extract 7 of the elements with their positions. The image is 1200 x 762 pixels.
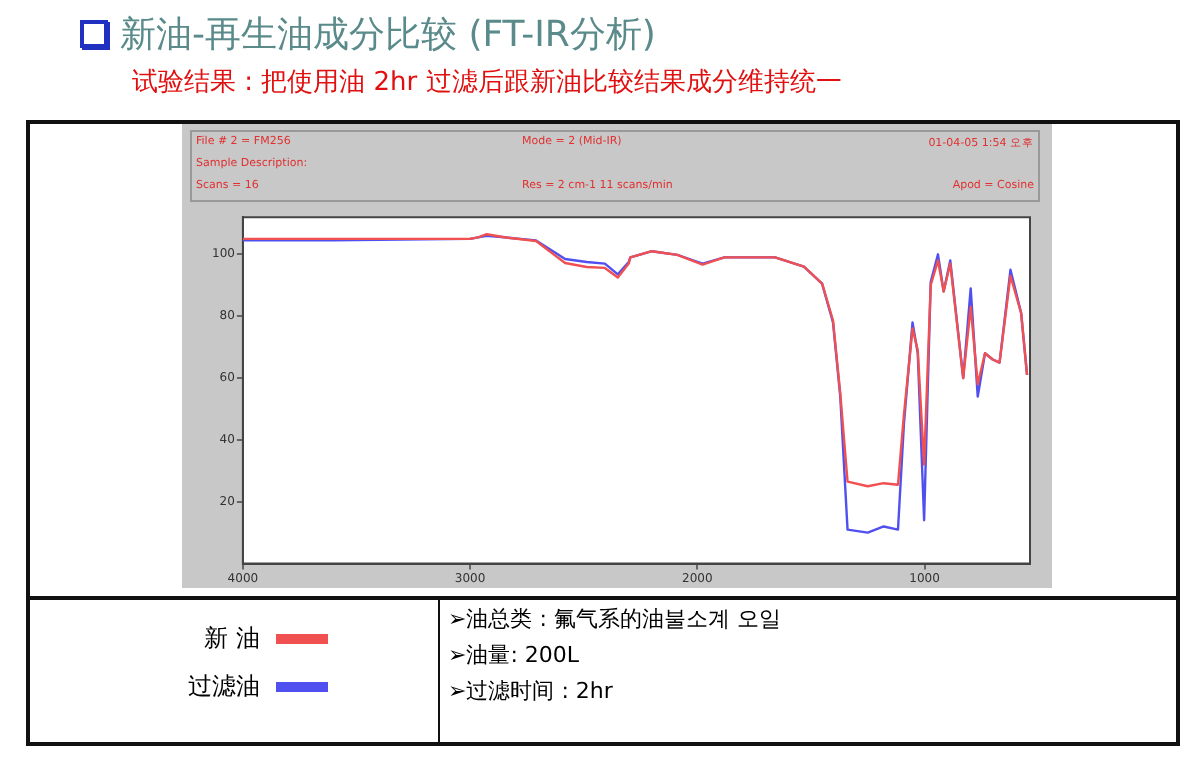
text: ➢油量: 200L bbox=[448, 640, 582, 672]
chart-subtitle: 试验结果 : 把使用油 2hr 过滤后跟新油比较结果成分维持统一 bbox=[132, 66, 842, 100]
text: ➢油总类 : 氟气系的油불소계 오일 bbox=[448, 604, 781, 636]
legend-label: 新 油 bbox=[202, 621, 260, 655]
chart-title: 新油-再生油成分比较 (FT-IR分析) bbox=[120, 12, 656, 58]
legend-label: 过滤油 bbox=[186, 669, 260, 703]
text: ➢过滤时间 : 2hr bbox=[448, 676, 615, 708]
